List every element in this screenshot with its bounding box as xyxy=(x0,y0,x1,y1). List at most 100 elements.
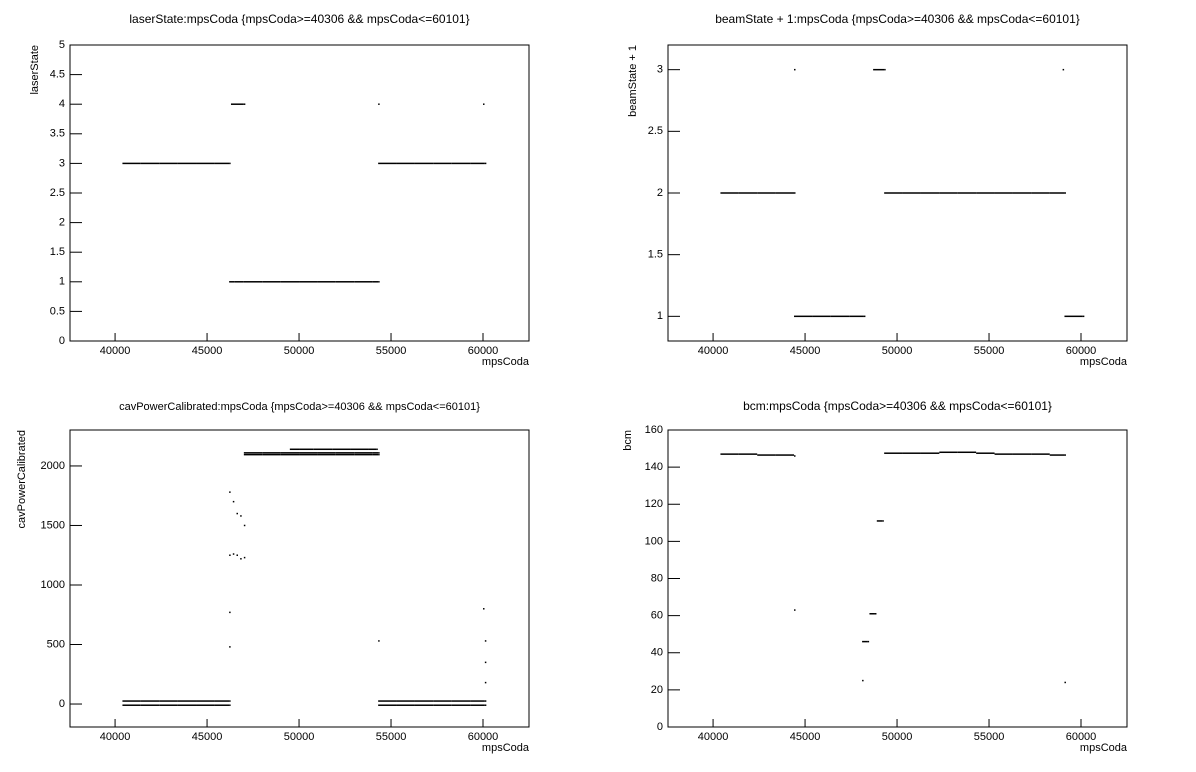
point xyxy=(849,315,864,318)
x-tick-label: 60000 xyxy=(468,345,499,357)
point xyxy=(122,704,141,706)
point xyxy=(122,700,141,702)
point xyxy=(414,704,434,706)
point xyxy=(484,681,487,684)
point xyxy=(470,700,485,702)
point xyxy=(1049,454,1065,456)
point xyxy=(317,453,336,456)
point xyxy=(236,554,238,556)
point xyxy=(863,315,866,318)
point xyxy=(229,646,231,648)
y-tick-label: 1500 xyxy=(41,519,65,531)
point xyxy=(354,281,373,283)
point xyxy=(396,700,415,702)
point xyxy=(140,700,160,702)
point xyxy=(902,452,921,454)
x-tick-label: 50000 xyxy=(882,345,913,357)
point xyxy=(299,448,314,451)
point xyxy=(775,192,795,194)
x-tick-label: 40000 xyxy=(698,345,729,357)
point xyxy=(214,162,230,165)
y-tick-label: 60 xyxy=(651,610,663,622)
point xyxy=(229,554,231,556)
y-tick-label: 0 xyxy=(59,335,65,347)
point xyxy=(876,520,883,522)
point xyxy=(214,704,230,706)
point xyxy=(177,700,197,702)
point xyxy=(1064,681,1066,684)
y-tick-label: 1000 xyxy=(41,579,65,591)
x-tick-label: 45000 xyxy=(192,731,223,743)
point xyxy=(873,68,885,71)
point xyxy=(229,281,235,283)
x-tick-label: 55000 xyxy=(376,345,407,357)
point xyxy=(484,704,487,706)
x-axis-label: mpsCoda xyxy=(482,356,530,368)
point xyxy=(920,192,940,194)
point xyxy=(433,700,452,702)
x-tick-label: 55000 xyxy=(376,731,407,743)
point xyxy=(957,192,977,194)
point xyxy=(794,609,796,611)
x-tick-label: 60000 xyxy=(1066,345,1097,357)
point xyxy=(243,281,263,283)
y-tick-label: 1 xyxy=(59,276,65,288)
y-axis-label: bcm xyxy=(622,430,634,451)
point xyxy=(1062,68,1065,71)
x-tick-label: 60000 xyxy=(468,731,499,743)
y-tick-label: 500 xyxy=(47,638,65,650)
x-tick-label: 60000 xyxy=(1066,731,1097,743)
x-tick-label: 40000 xyxy=(698,731,729,743)
x-tick-label: 50000 xyxy=(284,731,315,743)
y-tick-label: 2 xyxy=(657,187,663,199)
point xyxy=(243,556,246,559)
point xyxy=(229,700,231,702)
y-tick-label: 3 xyxy=(657,64,663,76)
x-tick-label: 50000 xyxy=(882,731,913,743)
point xyxy=(451,700,471,702)
point xyxy=(414,162,434,165)
point xyxy=(794,455,796,457)
point xyxy=(378,640,380,642)
point xyxy=(484,661,487,664)
point xyxy=(451,162,471,165)
y-tick-label: 2.5 xyxy=(50,187,65,199)
y-tick-label: 5 xyxy=(59,39,65,51)
frame xyxy=(69,429,530,728)
point xyxy=(122,162,141,165)
point xyxy=(376,448,378,451)
point xyxy=(378,162,397,165)
point xyxy=(976,192,995,194)
y-tick-label: 0.5 xyxy=(50,305,65,317)
x-axis-label: mpsCoda xyxy=(482,742,530,754)
point xyxy=(159,704,178,706)
point xyxy=(396,162,415,165)
point xyxy=(902,192,921,194)
chart-title: cavPowerCalibrated:mpsCoda {mpsCoda>=403… xyxy=(119,401,480,413)
x-tick-label: 40000 xyxy=(100,731,131,743)
point xyxy=(243,524,246,527)
point xyxy=(243,452,263,454)
x-tick-label: 45000 xyxy=(192,345,223,357)
point xyxy=(243,453,263,456)
point xyxy=(378,453,380,456)
point xyxy=(378,281,380,283)
point xyxy=(794,192,796,194)
point xyxy=(230,103,244,105)
y-tick-label: 4 xyxy=(59,98,65,110)
y-tick-label: 1.5 xyxy=(648,249,663,261)
point xyxy=(470,162,485,165)
point xyxy=(1049,192,1065,194)
point xyxy=(196,704,215,706)
point xyxy=(1082,315,1085,318)
point xyxy=(299,452,318,454)
y-axis-label: cavPowerCalibrated xyxy=(16,430,28,528)
point xyxy=(433,704,452,706)
x-axis-label: mpsCoda xyxy=(1080,356,1128,368)
y-tick-label: 1.5 xyxy=(50,246,65,258)
point xyxy=(234,281,244,283)
point xyxy=(177,162,197,165)
frame xyxy=(667,429,1128,728)
point xyxy=(229,611,231,614)
